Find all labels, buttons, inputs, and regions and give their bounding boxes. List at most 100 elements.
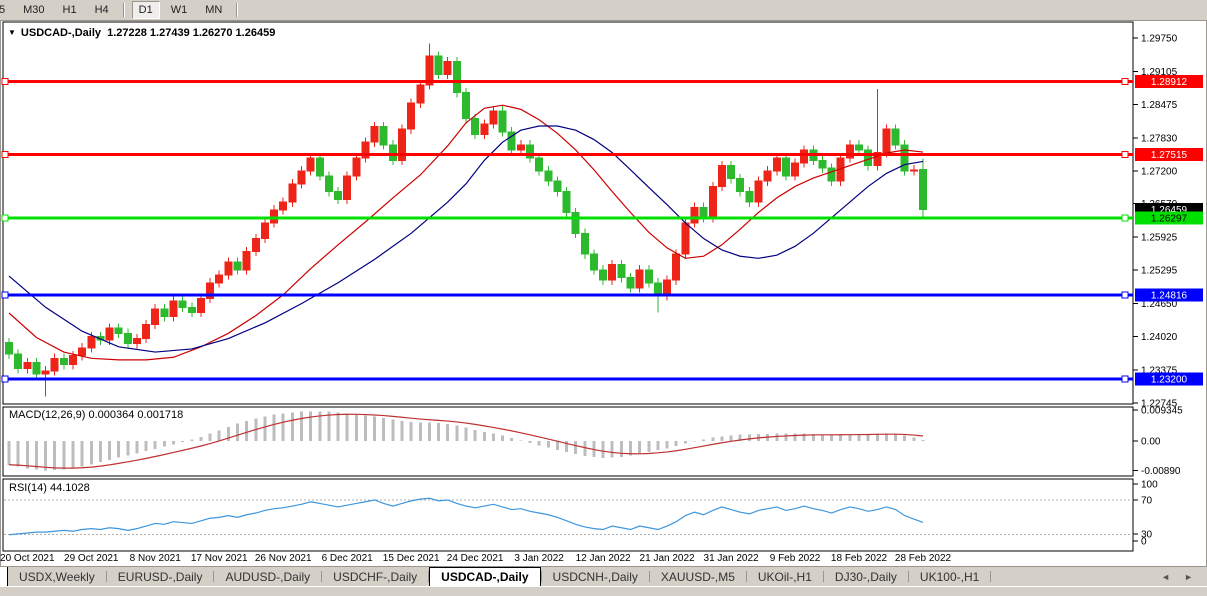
date-label: 15 Dec 2021 [383, 553, 440, 564]
candle-body [123, 332, 132, 345]
timeframe-mn[interactable]: MN [205, 4, 223, 16]
rsi-panel[interactable] [2, 478, 1134, 552]
candle-body [663, 279, 672, 297]
macd-histogram-bar [720, 436, 724, 441]
macd-histogram-bar [373, 416, 377, 441]
candle-body [708, 185, 717, 219]
timeframe-toolbar: 5 M30 H1 H4 D1 W1 MN [0, 0, 1207, 20]
line-handle[interactable] [1121, 78, 1129, 86]
macd-histogram-bar [281, 413, 285, 441]
timeframe-w1[interactable]: W1 [170, 4, 188, 16]
date-label: 20 Oct 2021 [0, 553, 55, 564]
tabs-scroll-left-icon[interactable]: ◄ [1161, 571, 1171, 582]
candle-body [407, 102, 416, 130]
timeframe-m30[interactable]: M30 [23, 4, 45, 16]
price-tick-label: 1.24650 [1141, 299, 1178, 310]
macd-histogram-bar [236, 423, 239, 441]
line-handle[interactable] [1, 214, 9, 222]
macd-histogram-bar [126, 441, 130, 456]
candle-body [873, 152, 882, 167]
macd-histogram-bar [144, 441, 148, 452]
candle-body [206, 282, 215, 299]
macd-histogram-bar [711, 437, 715, 441]
macd-histogram-bar [226, 426, 230, 441]
line-handle[interactable] [1, 150, 9, 158]
macd-histogram-bar [775, 433, 779, 441]
tab-uk100-h1[interactable]: UK100-,H1 [919, 569, 980, 584]
date-label: 28 Feb 2022 [895, 553, 952, 564]
tab-eurusd-daily[interactable]: EURUSD-,Daily [117, 569, 203, 584]
candle-body [717, 165, 726, 187]
line-handle[interactable] [1121, 375, 1129, 383]
candle-body [571, 211, 580, 234]
candle-body [635, 269, 644, 289]
macd-histogram-bar [565, 441, 569, 453]
line-handle[interactable] [1121, 150, 1129, 158]
tab-audusd-daily[interactable]: AUDUSD-,Daily [225, 569, 311, 584]
tab-usdcnh-daily[interactable]: USDCNH-,Daily [552, 569, 638, 584]
tab-separator [428, 571, 430, 582]
macd-histogram-bar [181, 441, 185, 442]
macd-histogram-bar [811, 434, 815, 441]
tab-edge-sliver [0, 567, 8, 586]
timeframe-d1[interactable]: D1 [131, 1, 160, 19]
candle-body [50, 357, 59, 372]
tab-dj30-daily[interactable]: DJ30-,Daily [834, 569, 897, 584]
date-label: 6 Dec 2021 [322, 553, 374, 564]
candle-body [699, 206, 708, 219]
tabs-scroll-right-icon[interactable]: ► [1184, 571, 1193, 582]
candle-body [416, 84, 425, 104]
timeframe-h4[interactable]: H4 [94, 4, 109, 16]
candle-body [14, 353, 23, 370]
main-chart-panel[interactable] [2, 21, 1134, 405]
date-label: 21 Jan 2022 [640, 553, 695, 564]
line-handle[interactable] [1121, 291, 1129, 299]
timeframe-h1[interactable]: H1 [62, 4, 77, 16]
macd-histogram-bar [491, 433, 495, 441]
candle-body [818, 159, 827, 169]
tab-separator [990, 571, 992, 582]
level-price-badge-label: 1.27515 [1151, 150, 1188, 161]
candle-body [525, 144, 534, 159]
line-handle[interactable] [1, 375, 9, 383]
line-handle[interactable] [1, 78, 9, 86]
candle-body [754, 180, 763, 203]
chart-canvas[interactable]: 1.297501.291051.284751.278301.272001.265… [0, 20, 1207, 567]
level-price-badge-label: 1.24816 [1151, 290, 1188, 301]
macd-histogram-bar [583, 441, 587, 456]
macd-histogram-bar [153, 441, 157, 449]
tab-usdchf-daily[interactable]: USDCHF-,Daily [333, 569, 418, 584]
tab-xauusd-m5[interactable]: XAUUSD-,M5 [660, 569, 735, 584]
tab-usdcad-daily[interactable]: USDCAD-,Daily [429, 567, 541, 586]
toolbar-separator [122, 3, 125, 17]
candle-body [279, 201, 288, 211]
rsi-tick-label: 70 [1141, 496, 1153, 507]
macd-histogram-bar [519, 440, 523, 441]
macd-histogram-bar [208, 433, 212, 441]
macd-histogram-bar [299, 411, 303, 441]
macd-histogram-bar [674, 441, 678, 446]
tab-separator [822, 571, 824, 582]
chart-title: ▼ USDCAD-,Daily 1.27228 1.27439 1.26270 … [8, 27, 275, 39]
macd-histogram-bar [34, 441, 38, 470]
tab-separator [540, 571, 542, 582]
macd-histogram-bar [802, 433, 806, 441]
line-handle[interactable] [1121, 214, 1129, 222]
line-handle[interactable] [1, 291, 9, 299]
tab-separator [105, 571, 107, 582]
macd-histogram-bar [839, 434, 843, 441]
macd-histogram-bar [117, 441, 121, 458]
candle-body [745, 191, 754, 203]
macd-histogram-bar [555, 441, 559, 450]
symbol-dropdown-icon[interactable]: ▼ [8, 28, 16, 37]
macd-histogram-bar [537, 441, 541, 446]
candle-body [480, 123, 489, 135]
macd-histogram-bar [702, 439, 706, 441]
tab-usdx-weekly[interactable]: USDX,Weekly [19, 569, 95, 584]
timeframe-5[interactable]: 5 [0, 4, 6, 16]
candle-body [845, 144, 854, 159]
macd-histogram-bar [427, 422, 431, 441]
tab-ukoil-h1[interactable]: UKOil-,H1 [757, 569, 812, 584]
price-tick-label: 1.25925 [1141, 233, 1178, 244]
ma-slow-line [8, 125, 924, 353]
